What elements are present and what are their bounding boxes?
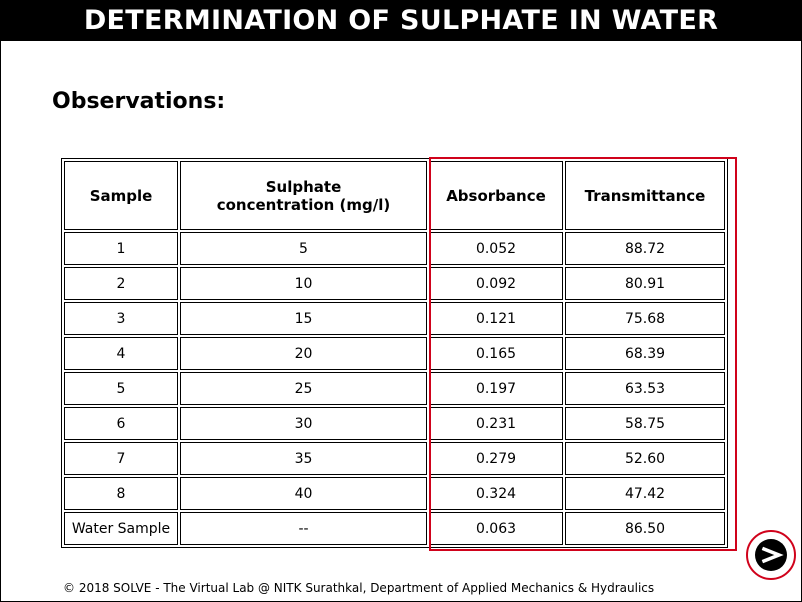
observations-heading: Observations: (52, 89, 226, 114)
cell-transmittance: 88.72 (565, 232, 725, 265)
cell-concentration: 5 (180, 232, 427, 265)
header-absorbance: Absorbance (429, 161, 563, 230)
header-sulphate-concentration: Sulphate concentration (mg/l) (180, 161, 427, 230)
header-transmittance: Transmittance (565, 161, 725, 230)
table-row: Water Sample -- 0.063 86.50 (64, 512, 725, 545)
table-row: 8 40 0.324 47.42 (64, 477, 725, 510)
table-row: 5 25 0.197 63.53 (64, 372, 725, 405)
cell-transmittance: 47.42 (565, 477, 725, 510)
cell-transmittance: 75.68 (565, 302, 725, 335)
cell-concentration: 40 (180, 477, 427, 510)
cell-sample: Water Sample (64, 512, 178, 545)
cell-sample: 5 (64, 372, 178, 405)
cell-absorbance: 0.197 (429, 372, 563, 405)
observations-table: Sample Sulphate concentration (mg/l) Abs… (61, 158, 728, 548)
cell-transmittance: 80.91 (565, 267, 725, 300)
cell-sample: 2 (64, 267, 178, 300)
cell-sample: 6 (64, 407, 178, 440)
cell-concentration: 15 (180, 302, 427, 335)
cell-absorbance: 0.231 (429, 407, 563, 440)
cell-concentration: 30 (180, 407, 427, 440)
cell-transmittance: 58.75 (565, 407, 725, 440)
cell-transmittance: 68.39 (565, 337, 725, 370)
header-sample: Sample (64, 161, 178, 230)
next-button[interactable] (746, 530, 796, 580)
cell-sample: 7 (64, 442, 178, 475)
cell-absorbance: 0.279 (429, 442, 563, 475)
cell-transmittance: 86.50 (565, 512, 725, 545)
table-row: 1 5 0.052 88.72 (64, 232, 725, 265)
cell-sample: 1 (64, 232, 178, 265)
cell-sample: 4 (64, 337, 178, 370)
cell-absorbance: 0.324 (429, 477, 563, 510)
cell-transmittance: 63.53 (565, 372, 725, 405)
page-title: DETERMINATION OF SULPHATE IN WATER (1, 1, 801, 41)
cell-absorbance: 0.052 (429, 232, 563, 265)
table-row: 4 20 0.165 68.39 (64, 337, 725, 370)
table-row: 2 10 0.092 80.91 (64, 267, 725, 300)
cell-sample: 3 (64, 302, 178, 335)
table-row: 3 15 0.121 75.68 (64, 302, 725, 335)
footer-copyright: © 2018 SOLVE - The Virtual Lab @ NITK Su… (63, 581, 655, 595)
next-arrow-icon (755, 539, 787, 571)
table-row: 7 35 0.279 52.60 (64, 442, 725, 475)
table-header-row: Sample Sulphate concentration (mg/l) Abs… (64, 161, 725, 230)
cell-transmittance: 52.60 (565, 442, 725, 475)
cell-concentration: 20 (180, 337, 427, 370)
cell-concentration: 25 (180, 372, 427, 405)
cell-absorbance: 0.063 (429, 512, 563, 545)
cell-concentration: 35 (180, 442, 427, 475)
cell-absorbance: 0.092 (429, 267, 563, 300)
cell-absorbance: 0.121 (429, 302, 563, 335)
cell-concentration: -- (180, 512, 427, 545)
cell-absorbance: 0.165 (429, 337, 563, 370)
table-row: 6 30 0.231 58.75 (64, 407, 725, 440)
cell-sample: 8 (64, 477, 178, 510)
cell-concentration: 10 (180, 267, 427, 300)
